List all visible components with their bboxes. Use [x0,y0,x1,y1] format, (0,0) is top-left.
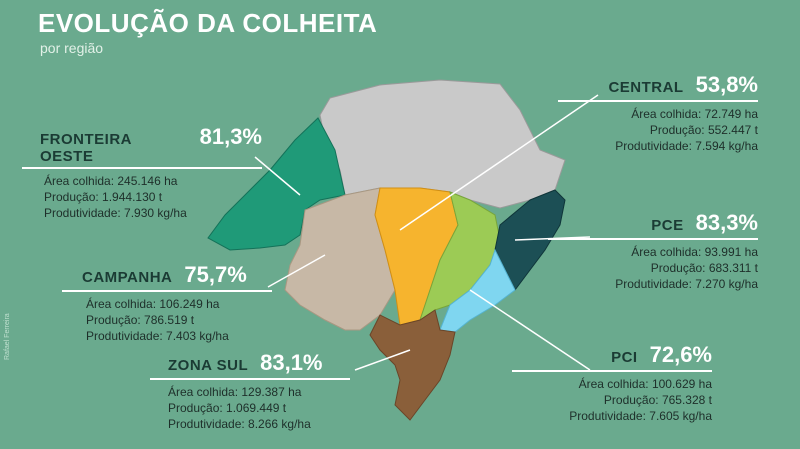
leader-line-fronteira-oeste [254,156,301,196]
region-production: Produção: 1.944.130 t [44,190,163,204]
region-productivity: Produtividade: 7.270 kg/ha [615,277,758,291]
page-title: EVOLUÇÃO DA COLHEITA [38,8,378,38]
region-name: PCI [611,349,638,366]
region-area: Área colhida: 93.991 ha [631,245,758,259]
page-subtitle: por região [40,40,104,56]
region-area: Área colhida: 72.749 ha [631,107,758,121]
region-percent: 83,1% [260,350,323,375]
region-name: CAMPANHA [82,269,173,286]
region-divider [62,290,272,292]
leader-line-pci [469,289,591,371]
region-card-pce: PCE 83,3% Área colhida: 93.991 ha Produç… [548,210,758,292]
region-percent: 53,8% [695,72,758,97]
region-area: Área colhida: 245.146 ha [44,174,178,188]
region-productivity: Produtividade: 7.403 kg/ha [86,329,229,343]
region-card-central: CENTRAL 53,8% Área colhida: 72.749 ha Pr… [558,72,758,154]
leader-line-zona-sul [354,349,411,371]
region-area: Área colhida: 129.387 ha [168,385,302,399]
region-production: Produção: 683.311 t [650,261,758,275]
map-region-central [319,79,566,209]
region-percent: 75,7% [184,262,247,287]
region-production: Produção: 552.447 t [649,123,758,137]
region-production: Produção: 786.519 t [86,313,195,327]
region-card-campanha: CAMPANHA 75,7% Área colhida: 106.249 ha … [62,262,272,344]
region-productivity: Produtividade: 8.266 kg/ha [168,417,311,431]
region-productivity: Produtividade: 7.930 kg/ha [44,206,187,220]
region-name: PCE [651,217,684,234]
leader-line-central [399,94,599,231]
region-percent: 83,3% [695,210,758,235]
region-card-fronteira-oeste: FRONTEIRA OESTE 81,3% Área colhida: 245.… [22,124,262,221]
region-production: Produção: 765.328 t [603,393,712,407]
region-divider [512,370,712,372]
region-name: CENTRAL [608,79,684,96]
region-productivity: Produtividade: 7.605 kg/ha [569,409,712,423]
region-divider [558,100,758,102]
region-area: Área colhida: 106.249 ha [86,297,220,311]
region-productivity: Produtividade: 7.594 kg/ha [615,139,758,153]
region-divider [150,378,350,380]
region-divider [548,238,758,240]
map-region-fronteira-oeste [207,117,346,251]
region-name: ZONA SUL [168,357,249,374]
region-percent: 72,6% [649,342,712,367]
region-percent: 81,3% [199,124,262,149]
region-name: FRONTEIRA OESTE [40,131,132,165]
region-card-zona-sul: ZONA SUL 83,1% Área colhida: 129.387 ha … [150,350,350,432]
region-divider [22,167,262,169]
region-area: Área colhida: 100.629 ha [578,377,712,391]
region-card-pci: PCI 72,6% Área colhida: 100.629 ha Produ… [512,342,712,424]
leader-line-campanha [267,254,326,288]
region-production: Produção: 1.069.449 t [168,401,287,415]
